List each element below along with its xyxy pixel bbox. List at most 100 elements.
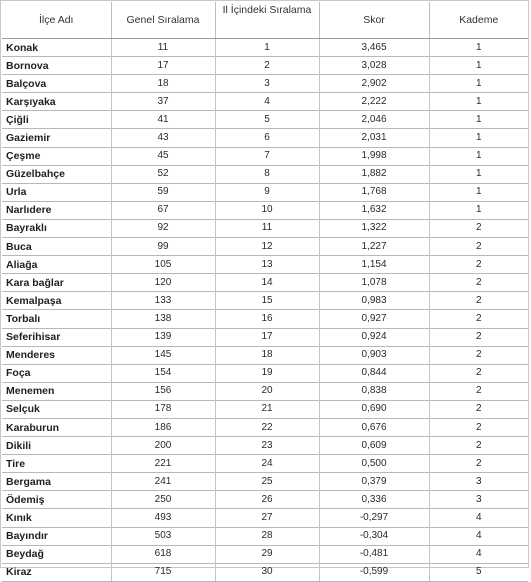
cell-il: 9	[214, 182, 319, 202]
cell-skor: 3,028	[318, 56, 429, 75]
cell-skor: 0,924	[318, 327, 429, 347]
cell-skor: 0,838	[318, 381, 429, 401]
cell-kademe: 2	[428, 436, 528, 455]
cell-skor: 2,031	[318, 128, 429, 148]
cell-genel: 715	[110, 562, 215, 582]
cell-il: 1	[214, 37, 319, 57]
cell-skor: 0,500	[318, 454, 429, 473]
table-row: Ödemiş 250 26 0,336 3	[2, 490, 528, 509]
cell-skor: 0,336	[318, 490, 429, 509]
cell-genel: 17	[110, 56, 215, 75]
cell-il: 28	[214, 526, 319, 546]
table-row: Seferihisar 139 17 0,924 2	[2, 327, 528, 347]
cell-kademe: 2	[428, 381, 528, 401]
table-row: Foça 154 19 0,844 2	[2, 363, 528, 383]
cell-skor: 0,690	[318, 399, 429, 419]
cell-kademe: 2	[428, 309, 528, 328]
cell-kademe: 1	[428, 74, 528, 93]
cell-il: 30	[214, 562, 319, 582]
cell-ilce: Balçova	[2, 74, 111, 93]
cell-skor: -0,599	[318, 562, 429, 582]
cell-kademe: 2	[428, 291, 528, 310]
cell-genel: 145	[110, 345, 215, 365]
cell-skor: 1,632	[318, 200, 429, 220]
cell-genel: 37	[110, 92, 215, 111]
cell-skor: 2,902	[318, 74, 429, 93]
table-row: Menemen 156 20 0,838 2	[2, 381, 528, 401]
cell-genel: 139	[110, 327, 215, 347]
table-body: Konak 11 1 3,465 1 Bornova 17 2 3,028 1 Balçova 18 3…	[2, 37, 528, 582]
cell-genel: 200	[110, 436, 215, 455]
table-row: Balçova 18 3 2,902 1	[2, 74, 528, 93]
cell-skor: 0,379	[318, 472, 429, 491]
table-row: Bergama 241 25 0,379 3	[2, 472, 528, 491]
header-kademe: Kademe	[428, 2, 528, 39]
cell-kademe: 2	[428, 399, 528, 419]
cell-il: 5	[214, 110, 319, 129]
cell-kademe: 1	[428, 182, 528, 202]
cell-genel: 493	[110, 508, 215, 528]
cell-kademe: 2	[428, 327, 528, 347]
cell-ilce: Selçuk	[2, 399, 111, 419]
cell-genel: 105	[110, 255, 215, 274]
cell-skor: 1,078	[318, 273, 429, 292]
cell-il: 19	[214, 363, 319, 383]
cell-genel: 154	[110, 363, 215, 383]
cell-il: 15	[214, 291, 319, 310]
cell-skor: -0,297	[318, 508, 429, 528]
cell-kademe: 1	[428, 110, 528, 129]
cell-ilce: Foça	[2, 363, 111, 383]
table-row: Kara bağlar 120 14 1,078 2	[2, 273, 528, 292]
header-genel: Genel Sıralama	[110, 2, 215, 39]
header-row: İlçe Adı Genel Sıralama Il İçindeki Sıra…	[2, 2, 528, 39]
cell-il: 4	[214, 92, 319, 111]
cell-kademe: 2	[428, 255, 528, 274]
table-row: Güzelbahçe 52 8 1,882 1	[2, 164, 528, 184]
cell-skor: 1,227	[318, 237, 429, 256]
cell-kademe: 4	[428, 508, 528, 528]
cell-ilce: Gaziemir	[2, 128, 111, 148]
cell-ilce: Seferihisar	[2, 327, 111, 347]
table-row: Karaburun 186 22 0,676 2	[2, 417, 528, 437]
cell-kademe: 2	[428, 218, 528, 238]
cell-kademe: 1	[428, 164, 528, 184]
table-row: Kınık 493 27 -0,297 4	[2, 508, 528, 528]
cell-il: 27	[214, 508, 319, 528]
cell-genel: 138	[110, 309, 215, 328]
table-row: Çeşme 45 7 1,998 1	[2, 146, 528, 166]
table-row: Selçuk 178 21 0,690 2	[2, 399, 528, 419]
cell-kademe: 1	[428, 128, 528, 148]
table-row: Karşıyaka 37 4 2,222 1	[2, 92, 528, 111]
cell-ilce: Urla	[2, 182, 111, 202]
cell-il: 12	[214, 237, 319, 256]
cell-skor: 0,609	[318, 436, 429, 455]
cell-genel: 178	[110, 399, 215, 419]
table-row: Torbalı 138 16 0,927 2	[2, 309, 528, 328]
cell-skor: 0,903	[318, 345, 429, 365]
table-row: Gaziemir 43 6 2,031 1	[2, 128, 528, 148]
table-row: Bayraklı 92 11 1,322 2	[2, 218, 528, 238]
cell-il: 26	[214, 490, 319, 509]
cell-ilce: Aliağa	[2, 255, 111, 274]
cell-il: 8	[214, 164, 319, 184]
cell-skor: 0,676	[318, 417, 429, 437]
cell-il: 23	[214, 436, 319, 455]
cell-genel: 59	[110, 182, 215, 202]
table-row: Menderes 145 18 0,903 2	[2, 345, 528, 365]
cell-genel: 503	[110, 526, 215, 546]
cell-genel: 11	[110, 37, 215, 57]
cell-kademe: 2	[428, 417, 528, 437]
cell-ilce: Bayraklı	[2, 218, 111, 238]
cell-kademe: 2	[428, 237, 528, 256]
cell-genel: 18	[110, 74, 215, 93]
cell-il: 6	[214, 128, 319, 148]
cell-skor: 3,465	[318, 37, 429, 57]
cell-ilce: Kiraz	[2, 562, 111, 582]
cell-ilce: Bergama	[2, 472, 111, 491]
table-row: Beydağ 618 29 -0,481 4	[2, 544, 528, 564]
cell-ilce: Dikili	[2, 436, 111, 455]
cell-kademe: 1	[428, 200, 528, 220]
cell-skor: 2,222	[318, 92, 429, 111]
table-row: Dikili 200 23 0,609 2	[2, 436, 528, 455]
